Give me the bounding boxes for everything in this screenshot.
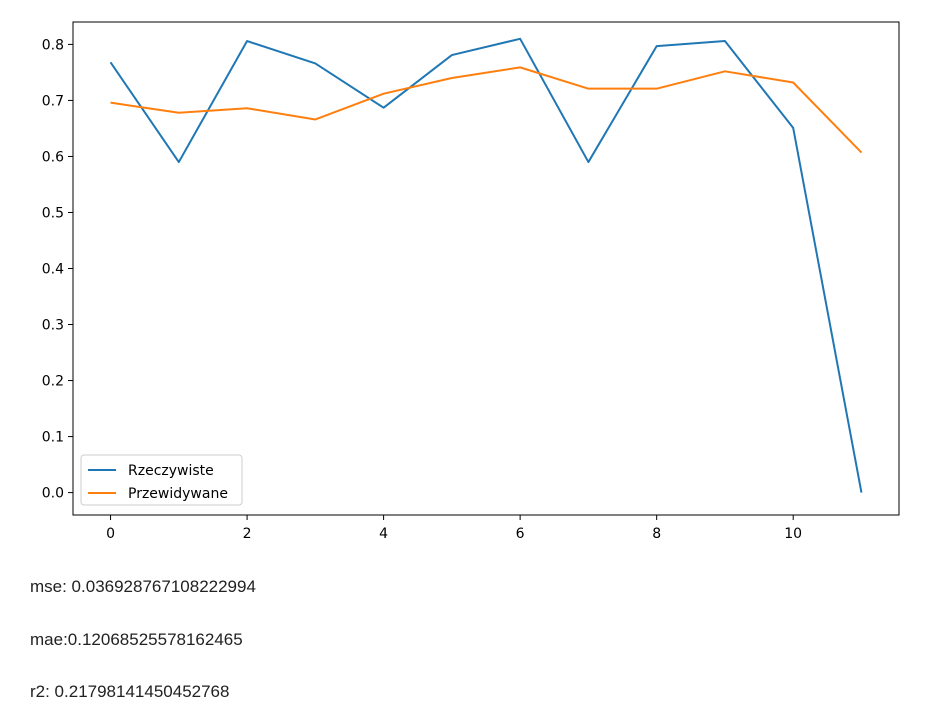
x-tick-label: 10 [784, 526, 802, 542]
series-lines [109, 37, 863, 493]
y-tick-label: 0.7 [42, 93, 64, 109]
legend: Rzeczywiste Przewidywane [80, 454, 243, 506]
x-tick-label: 8 [652, 526, 661, 542]
plot-area-frame [72, 21, 900, 516]
legend-label-rzeczywiste: Rzeczywiste [128, 463, 214, 479]
legend-label-przewidywane: Przewidywane [128, 486, 228, 502]
legend-frame [80, 454, 243, 506]
y-axis: 0.0 0.1 0.2 0.3 0.4 0.5 0.6 0.7 0.8 [42, 37, 73, 502]
series-line-przewidywane [110, 66, 863, 154]
y-tick-label: 0.1 [42, 430, 64, 446]
y-tick-label: 0.2 [42, 374, 64, 390]
x-tick-label: 2 [243, 526, 252, 542]
line-chart: 0.0 0.1 0.2 0.3 0.4 0.5 0.6 0.7 0.8 0 2 4 6 8 10 Rzec… [42, 21, 900, 542]
mae-metric: mae:0.12068525578162465 [30, 630, 243, 649]
mse-metric: mse: 0.036928767108222994 [30, 577, 256, 596]
y-tick-label: 0.3 [42, 318, 64, 334]
x-axis: 0 2 4 6 8 10 [106, 515, 802, 542]
x-tick-label: 4 [379, 526, 388, 542]
x-tick-label: 0 [106, 526, 115, 542]
r2-metric: r2: 0.21798141450452768 [30, 682, 230, 701]
y-tick-label: 0.8 [42, 37, 64, 53]
x-tick-label: 6 [516, 526, 525, 542]
y-tick-label: 0.4 [42, 262, 64, 278]
series-line-rzeczywiste [109, 37, 863, 493]
y-tick-label: 0.6 [42, 149, 64, 165]
y-tick-label: 0.5 [42, 205, 64, 221]
y-tick-label: 0.0 [42, 486, 64, 502]
